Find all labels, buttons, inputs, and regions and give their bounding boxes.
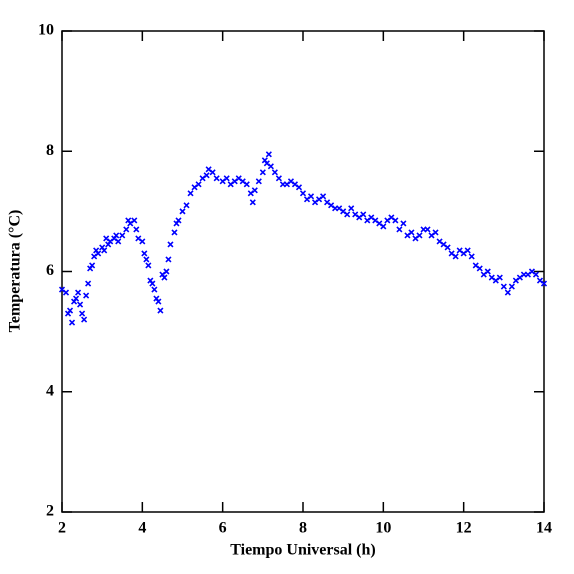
data-point <box>163 268 170 275</box>
data-point <box>344 211 351 218</box>
data-point <box>267 163 274 170</box>
data-point <box>62 289 70 296</box>
data-point <box>183 202 190 209</box>
x-tick-label: 8 <box>299 520 307 537</box>
data-point <box>89 262 96 269</box>
data-point <box>299 190 307 197</box>
data-point <box>476 265 483 272</box>
data-point <box>143 256 150 263</box>
x-tick-label: 12 <box>456 520 472 537</box>
data-point <box>79 310 86 317</box>
data-point <box>452 253 459 260</box>
data-point <box>396 226 403 233</box>
data-point <box>508 283 515 290</box>
data-point <box>348 205 355 212</box>
data-point <box>157 307 164 314</box>
data-point <box>496 274 503 281</box>
data-point <box>149 280 156 287</box>
data-point <box>400 220 407 227</box>
data-point <box>83 292 90 299</box>
data-point <box>259 169 266 176</box>
data-point <box>504 289 511 296</box>
data-point <box>113 232 120 239</box>
data-point <box>432 229 439 236</box>
data-point <box>209 169 216 176</box>
data-point <box>119 232 126 239</box>
x-tick-label: 10 <box>375 520 391 537</box>
data-point <box>139 238 146 245</box>
y-tick-label: 2 <box>46 503 54 520</box>
data-point <box>95 250 102 257</box>
data-point <box>468 253 475 260</box>
data-point <box>360 211 367 218</box>
data-point <box>408 229 415 236</box>
data-point <box>145 262 152 269</box>
data-point <box>464 247 471 254</box>
data-point <box>444 244 451 251</box>
data-point <box>275 175 282 182</box>
data-point <box>255 178 262 185</box>
data-point <box>392 217 399 224</box>
data-point <box>85 280 92 287</box>
data-point <box>187 190 194 197</box>
data-point <box>500 283 507 290</box>
data-point <box>424 226 431 233</box>
data-point <box>195 181 202 188</box>
data-point <box>141 250 148 257</box>
plot-frame <box>61 30 545 513</box>
data-point <box>75 289 82 296</box>
x-axis-label: Tiempo Universal (h) <box>230 542 375 559</box>
data-point <box>484 268 491 275</box>
data-point <box>171 229 178 236</box>
data-point <box>249 199 256 206</box>
data-point <box>251 187 258 194</box>
x-tick-label: 6 <box>219 520 227 537</box>
data-point <box>416 232 423 239</box>
data-point <box>131 217 138 224</box>
y-tick-label: 6 <box>46 262 54 279</box>
data-point <box>101 247 108 254</box>
data-point <box>532 271 540 278</box>
data-point <box>68 319 76 326</box>
data-point <box>540 280 548 287</box>
data-point <box>77 301 84 308</box>
x-tick-label: 14 <box>536 520 552 537</box>
y-tick-label: 4 <box>46 382 54 399</box>
data-point <box>320 193 327 200</box>
data-point <box>165 256 172 263</box>
data-point <box>155 298 162 305</box>
data-point <box>203 172 210 179</box>
data-point <box>243 181 250 188</box>
data-point <box>133 226 140 233</box>
data-point <box>380 223 387 230</box>
y-tick-label: 8 <box>46 142 54 159</box>
data-point <box>167 241 174 248</box>
data-point <box>81 316 88 323</box>
y-axis-label: Temperatura (°C) <box>7 210 24 333</box>
data-point <box>265 151 272 158</box>
data-point <box>123 226 130 233</box>
x-tick-label: 4 <box>138 520 146 537</box>
data-point <box>223 175 230 182</box>
data-point <box>271 169 278 176</box>
data-point <box>115 238 122 245</box>
data-point <box>175 217 182 224</box>
data-point <box>161 274 168 281</box>
data-point <box>307 193 315 200</box>
data-point <box>179 208 186 215</box>
data-point <box>295 184 303 191</box>
data-point <box>213 175 220 182</box>
x-tick-label: 2 <box>58 520 66 537</box>
data-point <box>151 286 158 293</box>
data-point <box>72 295 80 302</box>
data-point <box>66 307 74 314</box>
y-tick-label: 10 <box>38 22 54 39</box>
